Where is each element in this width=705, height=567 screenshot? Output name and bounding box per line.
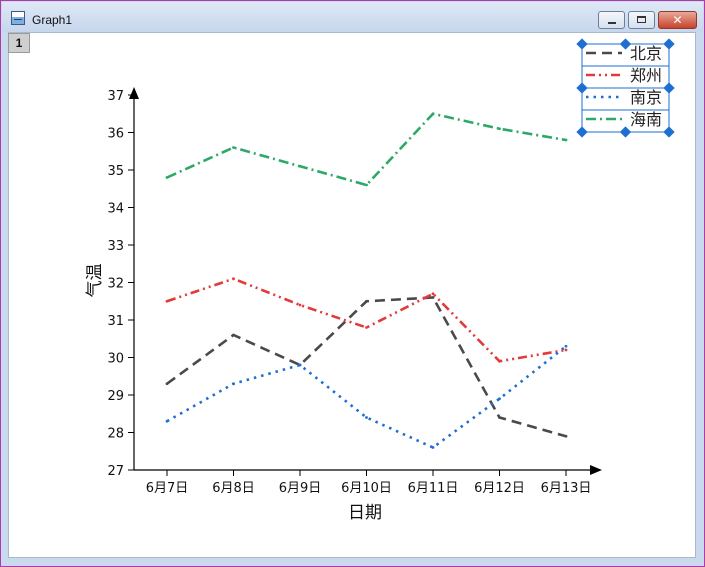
legend-label: 郑州 xyxy=(630,66,662,85)
y-tick-label: 35 xyxy=(107,164,124,179)
layer-badge[interactable]: 1 xyxy=(8,33,30,53)
y-tick-label: 37 xyxy=(107,89,124,104)
data-point xyxy=(365,299,368,303)
data-point xyxy=(232,333,235,337)
legend-label: 北京 xyxy=(630,44,662,63)
title-bar[interactable]: Graph1 ✕ xyxy=(2,2,703,32)
data-point xyxy=(298,303,302,307)
data-point xyxy=(431,112,435,116)
series-line-2[interactable] xyxy=(166,345,567,449)
series-line-0[interactable] xyxy=(166,296,567,438)
data-point xyxy=(564,138,568,142)
y-tick-label: 36 xyxy=(107,127,124,142)
data-point xyxy=(165,382,169,386)
series-group xyxy=(165,112,568,449)
x-tick-label: 6月7日 xyxy=(146,481,189,496)
y-tick-label: 29 xyxy=(107,389,124,404)
selection-handle[interactable] xyxy=(619,38,632,50)
y-tick-label: 32 xyxy=(107,277,124,292)
x-tick-label: 6月9日 xyxy=(279,481,322,496)
y-tick-label: 33 xyxy=(107,239,124,254)
data-point xyxy=(298,164,302,168)
x-tick-label: 6月13日 xyxy=(541,481,592,496)
y-tick-label: 31 xyxy=(107,314,124,329)
data-point xyxy=(564,434,568,438)
data-point xyxy=(498,416,501,419)
minimize-button[interactable] xyxy=(598,11,625,29)
data-point xyxy=(431,296,435,299)
x-tick-label: 6月8日 xyxy=(212,481,255,496)
data-point xyxy=(564,348,568,352)
close-icon: ✕ xyxy=(672,13,683,27)
window-title: Graph1 xyxy=(32,13,73,27)
data-point xyxy=(165,419,169,423)
minimize-icon xyxy=(608,22,616,24)
close-button[interactable]: ✕ xyxy=(658,11,697,29)
data-point xyxy=(498,397,501,401)
y-tick-label: 27 xyxy=(107,464,124,479)
data-point xyxy=(431,292,435,296)
data-point xyxy=(564,344,568,348)
legend-label: 南京 xyxy=(630,88,662,107)
selection-handle[interactable] xyxy=(576,38,588,50)
axes-group: 27 28 29 30 31 32 33 34 35 36 37 6月7日 6月8日 6月9日 6月10日 6… xyxy=(107,87,602,496)
graph-window-icon xyxy=(11,11,25,25)
maximize-icon xyxy=(637,16,646,23)
data-point xyxy=(365,326,368,329)
y-tick-label: 30 xyxy=(107,352,124,367)
data-point xyxy=(365,416,368,419)
data-point xyxy=(298,363,302,367)
y-tick-label: 28 xyxy=(107,427,124,442)
y-axis-arrow xyxy=(129,87,139,99)
x-axis-title: 日期 xyxy=(348,503,382,523)
data-point xyxy=(165,176,169,179)
data-point xyxy=(232,277,235,281)
maximize-button[interactable] xyxy=(628,11,655,29)
data-point xyxy=(431,446,435,449)
data-point xyxy=(498,359,501,363)
y-tick-label: 34 xyxy=(107,202,124,217)
x-tick-label: 6月11日 xyxy=(408,481,459,496)
data-point xyxy=(165,299,169,303)
data-point xyxy=(498,127,501,131)
series-line-3[interactable] xyxy=(166,112,567,187)
series-line-1[interactable] xyxy=(166,277,567,363)
data-point xyxy=(365,183,368,187)
x-tick-label: 6月10日 xyxy=(341,481,392,496)
x-axis-arrow xyxy=(590,465,602,475)
selection-handle[interactable] xyxy=(663,38,675,50)
data-point xyxy=(232,382,235,386)
y-axis-title: 气温 xyxy=(85,264,105,298)
data-point xyxy=(232,146,235,149)
legend-label: 海南 xyxy=(630,110,662,129)
x-tick-label: 6月12日 xyxy=(474,481,525,496)
